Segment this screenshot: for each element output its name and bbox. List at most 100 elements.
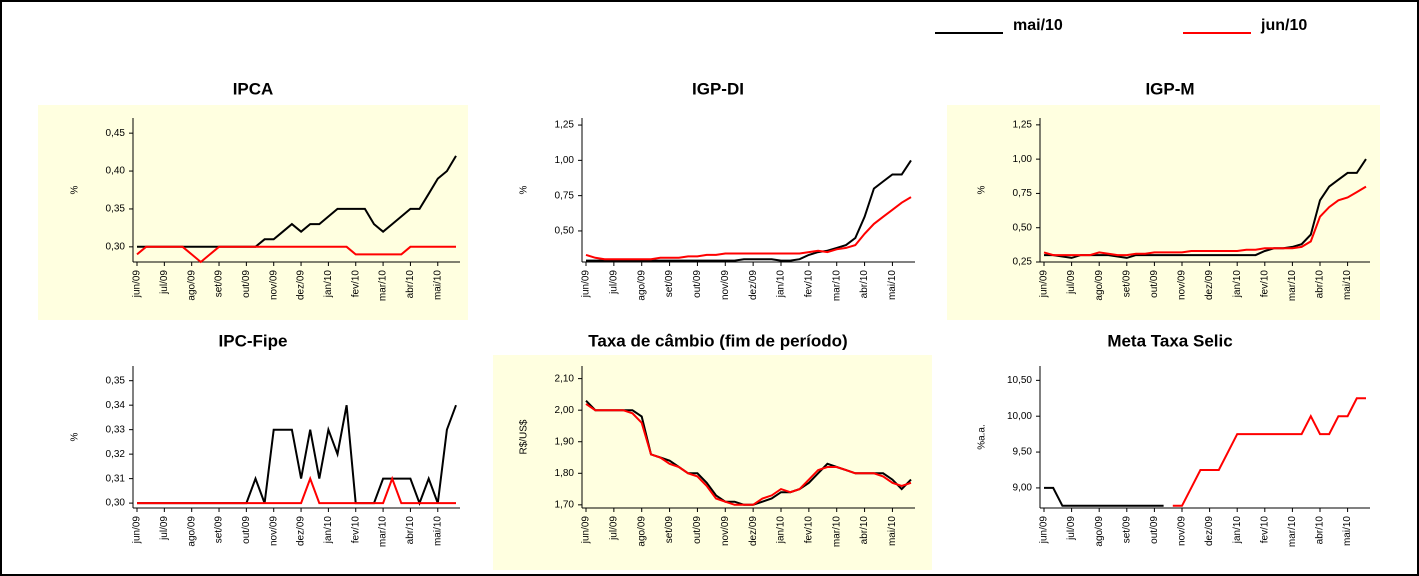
y-axis-label: % (70, 432, 81, 441)
x-tick-label: abr/10 (405, 516, 416, 545)
x-tick-label: mai/10 (432, 516, 443, 546)
x-tick-label: out/09 (1149, 516, 1160, 544)
x-tick-label: fev/10 (350, 270, 361, 298)
y-tick-label: 1,00 (555, 155, 575, 166)
y-tick-label: 1,00 (1013, 154, 1033, 165)
x-tick-label: mar/10 (1287, 516, 1298, 548)
x-tick-label: mai/10 (432, 270, 443, 300)
x-tick-label: fev/10 (350, 516, 361, 544)
y-tick-label: 9,50 (1013, 447, 1033, 458)
x-tick-label: fev/10 (803, 270, 814, 298)
y-tick-label: 0,32 (106, 449, 126, 460)
chart-title: Meta Taxa Selic (1107, 331, 1232, 350)
series-line (137, 155, 457, 248)
x-tick-label: ago/09 (1094, 270, 1105, 301)
x-tick-label: fev/10 (803, 516, 814, 544)
x-tick-label: jan/10 (1232, 270, 1243, 299)
x-tick-label: fev/10 (1259, 270, 1270, 298)
x-tick-label: jun/09 (581, 270, 592, 299)
y-tick-label: 2,10 (555, 373, 575, 384)
x-tick-label: nov/09 (720, 270, 731, 300)
x-tick-label: abr/10 (859, 270, 870, 299)
x-tick-label: out/09 (241, 270, 252, 298)
chart-title: Taxa de câmbio (fim de período) (588, 331, 847, 350)
x-tick-label: out/09 (692, 270, 703, 298)
x-tick-label: set/09 (1121, 516, 1132, 544)
series-line (136, 245, 456, 264)
series-line (585, 196, 912, 261)
x-tick-label: abr/10 (1315, 516, 1326, 545)
series-line (137, 475, 456, 505)
y-tick-label: 0,30 (106, 498, 126, 509)
x-tick-label: jul/09 (608, 270, 619, 295)
series-line (1172, 397, 1366, 507)
x-tick-label: mar/10 (831, 270, 842, 302)
x-tick-label: nov/09 (268, 270, 279, 300)
x-tick-label: jul/09 (608, 516, 619, 541)
x-tick-label: dez/09 (296, 516, 307, 546)
y-tick-label: 0,33 (106, 424, 126, 435)
x-tick-label: fev/10 (1259, 516, 1270, 544)
chart-title: IPCA (233, 79, 274, 98)
y-axis-label: R$/US$ (519, 419, 530, 454)
chart-title: IGP-M (1145, 79, 1194, 98)
x-tick-label: set/09 (214, 270, 225, 298)
x-tick-label: out/09 (241, 516, 252, 544)
x-tick-label: ago/09 (636, 270, 647, 301)
x-tick-label: set/09 (664, 516, 675, 544)
x-tick-label: mar/10 (831, 516, 842, 548)
x-tick-label: mar/10 (1287, 270, 1298, 302)
x-tick-label: out/09 (692, 516, 703, 544)
y-tick-label: 0,30 (106, 241, 126, 252)
y-tick-label: 2,00 (555, 405, 575, 416)
x-tick-label: jun/09 (132, 516, 143, 545)
legend-label: mai/10 (1013, 17, 1063, 34)
y-tick-label: 1,80 (555, 468, 575, 479)
x-tick-label: jul/09 (1066, 516, 1077, 541)
x-tick-label: dez/09 (748, 516, 759, 546)
series-line (1044, 158, 1367, 259)
x-tick-label: dez/09 (748, 270, 759, 300)
x-tick-label: mai/10 (887, 270, 898, 300)
y-tick-label: 0,35 (106, 375, 126, 386)
y-axis-label: % (70, 185, 81, 194)
y-tick-label: 0,34 (106, 400, 126, 411)
x-tick-label: ago/09 (1094, 516, 1105, 547)
x-tick-label: jul/09 (159, 516, 170, 541)
series-line (586, 159, 912, 262)
x-tick-label: nov/09 (268, 516, 279, 546)
x-tick-label: jun/09 (132, 270, 143, 299)
x-tick-label: set/09 (1121, 270, 1132, 298)
series-line (1043, 185, 1367, 257)
x-tick-label: set/09 (214, 516, 225, 544)
y-tick-label: 0,35 (106, 204, 126, 215)
x-tick-label: jul/09 (1066, 270, 1077, 295)
y-tick-label: 0,45 (106, 128, 126, 139)
x-tick-label: jul/09 (159, 270, 170, 295)
panel-background (493, 355, 932, 570)
legend-label: jun/10 (1260, 17, 1307, 34)
x-tick-label: jun/09 (1039, 516, 1050, 545)
x-tick-label: jan/10 (1232, 516, 1243, 545)
x-tick-label: mar/10 (378, 516, 389, 548)
x-tick-label: nov/09 (720, 516, 731, 546)
x-tick-label: ago/09 (636, 516, 647, 547)
y-tick-label: 1,25 (1013, 119, 1033, 130)
x-tick-label: jun/09 (1039, 270, 1050, 299)
x-tick-label: mar/10 (378, 270, 389, 302)
series-line (1044, 486, 1164, 507)
y-tick-label: 0,40 (106, 166, 126, 177)
y-tick-label: 10,00 (1007, 411, 1032, 422)
x-tick-label: abr/10 (1315, 270, 1326, 299)
y-tick-label: 0,31 (106, 473, 126, 484)
x-tick-label: abr/10 (405, 270, 416, 299)
x-tick-label: dez/09 (1204, 516, 1215, 546)
x-tick-label: mai/10 (1342, 516, 1353, 546)
x-tick-label: jan/10 (323, 270, 334, 299)
x-tick-label: set/09 (664, 270, 675, 298)
x-tick-label: jan/10 (323, 516, 334, 545)
panel-background (38, 105, 468, 320)
x-tick-label: ago/09 (186, 270, 197, 301)
y-tick-label: 1,70 (555, 499, 575, 510)
